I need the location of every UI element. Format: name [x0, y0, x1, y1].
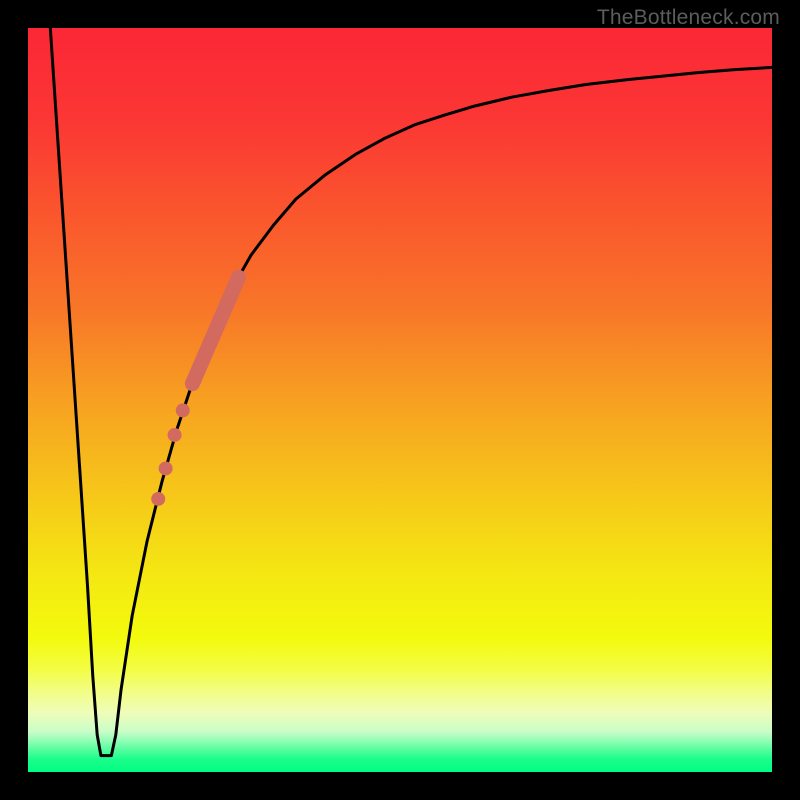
- highlight-dot: [151, 492, 165, 506]
- chart-container: TheBottleneck.com: [0, 0, 800, 800]
- highlight-dot: [168, 428, 182, 442]
- highlight-dot: [176, 403, 190, 417]
- plot-area: [28, 28, 772, 772]
- plot-svg: [28, 28, 772, 772]
- gradient-background: [28, 28, 772, 772]
- highlight-dot: [159, 461, 173, 475]
- watermark-text: TheBottleneck.com: [597, 6, 780, 30]
